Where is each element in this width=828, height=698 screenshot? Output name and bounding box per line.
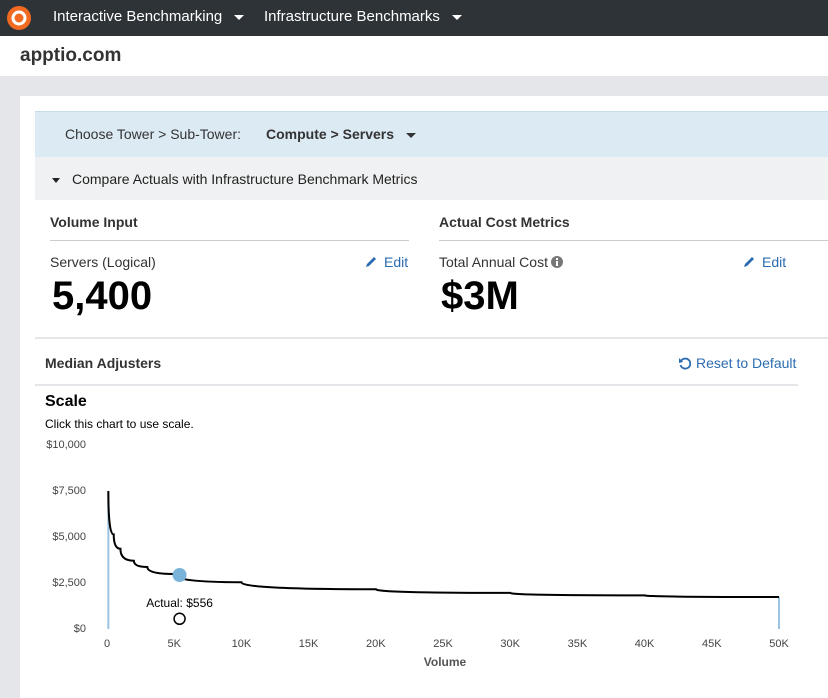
x-axis-label: Volume — [424, 655, 467, 669]
x-tick-label: 50K — [769, 638, 789, 650]
metric-value: $3M — [441, 274, 519, 318]
metric-label: Servers (Logical) — [50, 254, 156, 270]
y-tick-label: $7,500 — [52, 485, 86, 497]
x-tick-label: 30K — [500, 638, 520, 650]
actual-point — [173, 612, 186, 626]
heading: Median Adjusters — [45, 355, 162, 371]
tower-bar — [35, 111, 828, 158]
heading: Volume Input — [50, 214, 138, 230]
x-tick-label: 20K — [366, 638, 386, 650]
y-tick-label: $10,000 — [46, 439, 86, 451]
info-icon[interactable] — [550, 256, 563, 268]
x-tick-label: 10K — [232, 638, 252, 650]
nav-label: Interactive Benchmarking — [53, 8, 223, 25]
chart-subtitle: Click this chart to use scale. — [45, 417, 194, 431]
y-tick-label: $0 — [74, 623, 86, 635]
site-header — [0, 36, 828, 76]
tower-label: Choose Tower > Sub-Tower: — [65, 126, 241, 142]
logo[interactable] — [6, 5, 32, 31]
heading: Actual Cost Metrics — [439, 214, 570, 230]
edit-label: Edit — [762, 254, 787, 270]
edit-button[interactable]: Edit — [742, 254, 786, 270]
tower-value: Compute > Servers — [266, 126, 394, 142]
reset-icon — [679, 357, 692, 370]
x-tick-label: 35K — [568, 638, 588, 650]
nav-item[interactable]: Infrastructure Benchmarks — [264, 8, 462, 25]
metric-label: Total Annual Cost — [439, 254, 548, 270]
section-bar[interactable] — [35, 157, 828, 200]
edit-icon — [744, 257, 754, 267]
y-tick-label: $5,000 — [52, 531, 86, 543]
x-tick-label: 0 — [104, 638, 110, 650]
reset-label: Reset to Default — [696, 355, 797, 371]
x-tick-label: 45K — [702, 638, 722, 650]
top-nav — [0, 0, 828, 36]
reset-button[interactable]: Reset to Default — [678, 355, 796, 371]
nav-label: Infrastructure Benchmarks — [264, 8, 440, 25]
divider — [50, 240, 409, 241]
edit-label: Edit — [384, 254, 409, 270]
site-name: apptio.com — [20, 45, 122, 66]
section-title: Compare Actuals with Infrastructure Benc… — [72, 171, 418, 187]
x-tick-label: 5K — [167, 638, 181, 650]
chart-title: Scale — [45, 393, 87, 410]
edit-icon — [366, 257, 376, 267]
actual-label: Actual: $556 — [146, 596, 213, 610]
divider — [439, 240, 828, 241]
metric-value: 5,400 — [52, 274, 153, 318]
tower-select[interactable]: Compute > Servers — [266, 126, 416, 142]
divider — [35, 337, 828, 339]
edit-button[interactable]: Edit — [364, 254, 408, 270]
section-toggle[interactable]: Compare Actuals with Infrastructure Benc… — [52, 171, 417, 187]
divider — [35, 384, 798, 386]
x-tick-label: 15K — [299, 638, 319, 650]
benchmark-curve — [107, 490, 780, 598]
median-point — [172, 567, 187, 582]
metric-label-row: Total Annual Cost — [439, 254, 563, 270]
y-tick-label: $2,500 — [52, 577, 86, 589]
nav-item[interactable]: Interactive Benchmarking — [53, 8, 245, 25]
x-tick-label: 25K — [433, 638, 453, 650]
x-tick-label: 40K — [635, 638, 655, 650]
